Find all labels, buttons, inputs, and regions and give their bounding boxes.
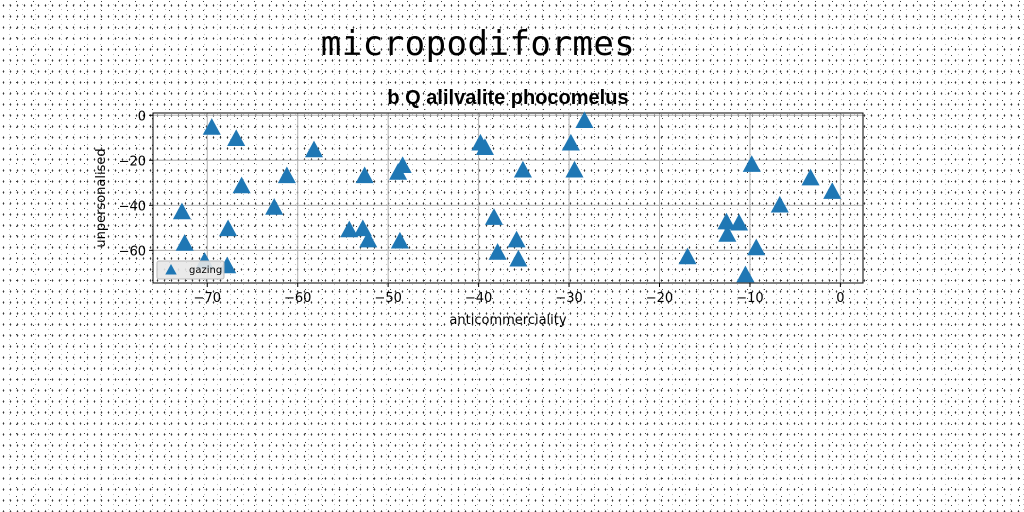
x-tick-label: −50 <box>374 291 401 306</box>
data-point <box>736 265 755 283</box>
legend-marker <box>165 264 177 275</box>
data-point <box>355 166 374 184</box>
x-axis: −70 −60 −50 −40 −30 −20 −10 0 <box>194 283 845 306</box>
chart-title: b Q alilvalite phocomelus <box>387 87 628 109</box>
data-point <box>277 166 296 184</box>
data-point <box>823 182 842 199</box>
data-point <box>304 140 324 158</box>
data-point <box>484 208 504 225</box>
data-point <box>393 156 412 174</box>
x-tick-label: −60 <box>284 291 311 306</box>
y-tick-label: −60 <box>119 244 146 259</box>
x-tick-label: −20 <box>646 291 673 306</box>
data-point <box>747 238 766 256</box>
grid <box>153 113 863 283</box>
data-point <box>561 133 580 151</box>
data-point <box>475 138 494 156</box>
x-tick-label: −70 <box>194 291 221 306</box>
data-point <box>513 160 532 178</box>
data-point <box>507 230 526 248</box>
data-point <box>172 202 191 220</box>
plot-frame <box>152 112 864 284</box>
data-point <box>509 249 528 267</box>
data-point <box>718 225 737 242</box>
x-tick-label: −30 <box>555 291 582 306</box>
data-point <box>353 219 372 237</box>
x-axis-label: anticommerciality <box>449 313 566 328</box>
y-tick-label: −20 <box>119 154 146 169</box>
page-title: micropodiformes <box>320 24 636 64</box>
x-tick-label: −40 <box>465 291 492 306</box>
data-point <box>359 230 378 248</box>
data-point <box>770 195 789 213</box>
x-tick-label: −10 <box>736 291 763 306</box>
data-point <box>227 129 246 147</box>
data-point <box>730 213 749 231</box>
data-point <box>175 234 194 251</box>
data-points <box>172 111 842 283</box>
data-point <box>717 212 736 230</box>
y-axis-label: unpersonalised <box>94 148 109 247</box>
y-axis: 0 −20 −40 −60 <box>119 109 153 259</box>
legend: gazing <box>156 260 225 280</box>
data-point <box>575 111 594 129</box>
data-point <box>742 155 761 172</box>
x-tick-label: 0 <box>836 291 844 306</box>
data-point <box>678 247 697 265</box>
data-point <box>265 198 284 215</box>
data-point <box>340 220 359 238</box>
y-tick-label: −40 <box>119 199 146 214</box>
data-point <box>232 176 251 194</box>
legend-label: gazing <box>189 265 222 276</box>
data-point <box>488 243 507 260</box>
data-point <box>219 219 238 237</box>
data-point <box>565 160 584 178</box>
y-tick-label: 0 <box>138 109 146 124</box>
data-point <box>390 231 409 249</box>
data-point <box>202 118 221 135</box>
data-point <box>801 168 820 186</box>
